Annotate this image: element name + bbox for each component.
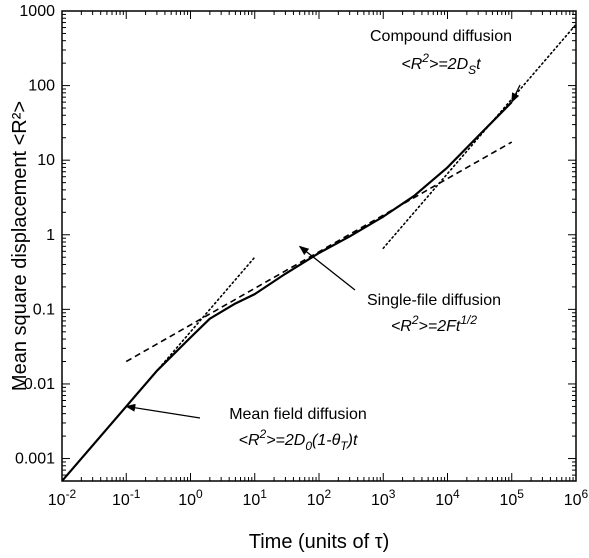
tick-labels: 10-2 10-1 100 101 102 103 104 105 1060.0010.010.… [15, 3, 589, 509]
y-tick-label: 1 [46, 227, 55, 244]
annotation-arrow [511, 84, 521, 104]
annotation-arrow [298, 245, 356, 291]
annotation-1: Single-file diffusion <R2>=2Ft1/2 [298, 245, 501, 335]
x-tick-label: 10-2 [48, 487, 77, 509]
annotation-title: Single-file diffusion [367, 292, 501, 309]
x-tick-label: 105 [500, 487, 525, 509]
y-tick-label: 0.001 [15, 451, 55, 468]
annotation-title: Mean field diffusion [229, 406, 367, 423]
x-tick-label: 100 [178, 487, 203, 509]
plot-area [62, 23, 576, 481]
x-tick-label: 103 [371, 487, 396, 509]
series-line-dotted-1 [62, 256, 256, 481]
x-tick-label: 106 [564, 487, 589, 509]
x-tick-label: 101 [243, 487, 268, 509]
annotation-equation: <R2>=2D0(1-θT)t [239, 427, 358, 453]
annotation-equation: <R2>=2Ft1/2 [391, 313, 477, 335]
y-tick-label: 100 [28, 78, 55, 95]
x-tick-label: 10-1 [112, 487, 141, 509]
plot-frame [61, 10, 577, 482]
y-tick-label: 10 [37, 152, 55, 169]
y-tick-label: 0.01 [24, 376, 55, 393]
annotation-title: Compound diffusion [370, 28, 512, 45]
y-tick-label: 1000 [19, 3, 55, 20]
x-axis-title: Time (units of τ) [249, 531, 390, 553]
y-axis-title: Mean square displacement <R²> [9, 101, 31, 391]
y-tick-label: 0.1 [33, 301, 55, 318]
series-line-dotted-3 [382, 23, 576, 250]
annotation-arrow [125, 403, 201, 419]
series-line-dashed-2 [125, 141, 513, 363]
annotations: Compound diffusion <R2>=2DSt Single-file d… [125, 28, 521, 453]
x-tick-label: 102 [307, 487, 332, 509]
annotation-2: Mean field diffusion <R2>=2D0(1-θT)t [125, 403, 367, 453]
x-tick-label: 104 [435, 487, 460, 509]
annotation-equation: <R2>=2DSt [401, 51, 481, 77]
annotation-0: Compound diffusion <R2>=2DSt [370, 28, 521, 104]
